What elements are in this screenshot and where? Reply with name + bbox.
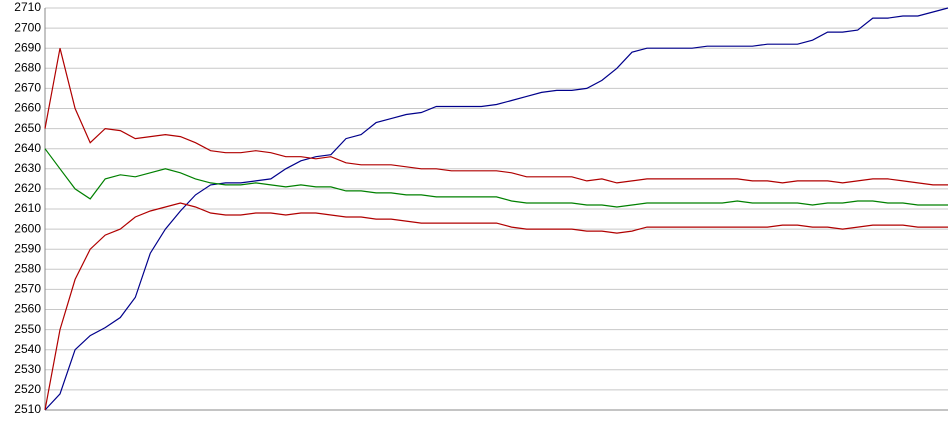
- y-tick-label: 2530: [14, 362, 41, 376]
- y-tick-label: 2550: [14, 322, 41, 336]
- y-tick-label: 2600: [14, 221, 41, 235]
- y-tick-label: 2660: [14, 101, 41, 115]
- y-tick-label: 2710: [14, 0, 41, 14]
- y-tick-label: 2590: [14, 241, 41, 255]
- series-line: [44, 148, 948, 208]
- y-tick-label: 2560: [14, 302, 41, 316]
- y-tick-label: 2610: [14, 201, 41, 215]
- y-tick-label: 2690: [14, 40, 41, 54]
- y-tick-label: 2700: [14, 20, 41, 34]
- y-tick-label: 2520: [14, 382, 41, 396]
- series-line: [44, 7, 949, 411]
- y-tick-label: 2540: [14, 342, 41, 356]
- series-line: [44, 202, 948, 411]
- y-tick-label: 2510: [14, 402, 41, 416]
- series-line: [44, 48, 948, 186]
- y-tick-label: 2580: [14, 261, 41, 275]
- y-tick-label: 2680: [14, 60, 41, 74]
- y-tick-label: 2670: [14, 81, 41, 95]
- y-tick-label: 2640: [14, 141, 41, 155]
- y-tick-label: 2650: [14, 121, 41, 135]
- y-tick-label: 2620: [14, 181, 41, 195]
- y-tick-label: 2570: [14, 282, 41, 296]
- y-tick-label: 2630: [14, 161, 41, 175]
